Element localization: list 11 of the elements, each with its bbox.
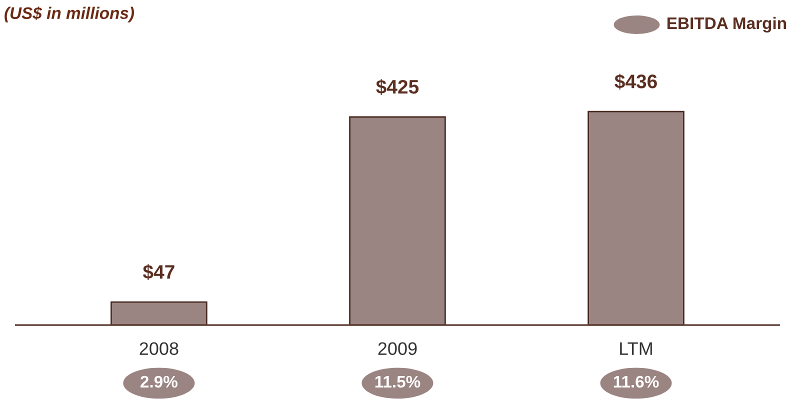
- text: EBITDA Margin: [667, 16, 786, 33]
- x-tick-label: 2008: [140, 342, 178, 355]
- x-tick-label: 2009: [378, 342, 417, 355]
- text: 2.9%: [140, 376, 178, 388]
- text: 11.6%: [614, 376, 659, 388]
- data-label: $47: [142, 264, 174, 280]
- text: 11.5%: [375, 376, 420, 388]
- data-label: $425: [376, 79, 419, 95]
- data-label: $436: [614, 74, 657, 90]
- x-tick-label: LTM: [620, 342, 652, 355]
- chart-title: (US$ in millions): [4, 6, 134, 22]
